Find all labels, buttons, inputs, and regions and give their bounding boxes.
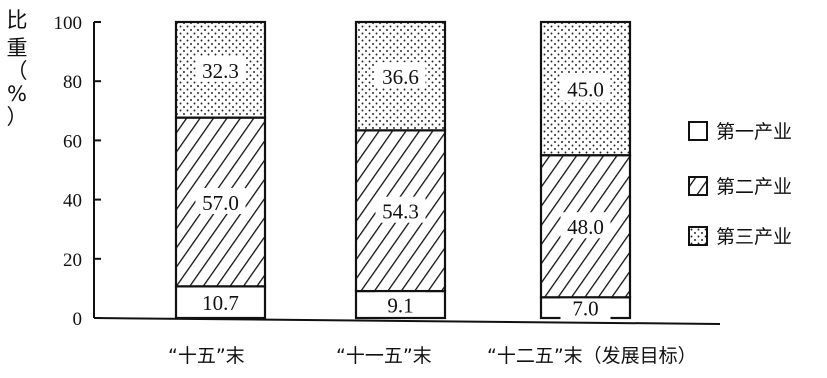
data-label-bg — [195, 55, 246, 82]
y-label-char: % — [7, 82, 27, 106]
x-category-label: “十二五”末（发展目标） — [487, 345, 697, 367]
data-label-bg — [375, 290, 426, 317]
data-label-bg — [560, 212, 611, 239]
data-label-bg — [195, 187, 246, 214]
legend-label: 第一产业 — [716, 121, 792, 143]
y-label-char: 重 — [7, 36, 28, 60]
y-tick-label: 40 — [63, 191, 82, 212]
legend-label: 第三产业 — [716, 226, 792, 248]
data-label-bg — [195, 288, 246, 315]
y-axis-label: 比重（%） — [7, 8, 28, 129]
data-label: 54.3 — [382, 200, 419, 224]
data-label-bg — [375, 196, 426, 223]
data-label-bg — [375, 62, 426, 89]
data-label: 32.3 — [202, 59, 239, 83]
x-category-label: “十五”末 — [168, 345, 245, 367]
x-axis-category-labels: “十五”末 “十一五”末 “十二五”末（发展目标） — [168, 345, 697, 367]
data-label: 10.7 — [202, 291, 239, 315]
y-label-char: ） — [7, 105, 28, 129]
legend-swatch — [688, 226, 708, 246]
data-label: 7.0 — [572, 297, 598, 321]
y-label-char: 比 — [7, 8, 28, 32]
x-category-label: “十一五”末 — [336, 345, 432, 367]
data-label: 48.0 — [567, 215, 604, 239]
data-label: 9.1 — [387, 294, 413, 318]
legend-swatch — [688, 121, 708, 141]
y-tick-label: 100 — [54, 13, 83, 34]
data-label: 45.0 — [567, 78, 604, 102]
y-axis: 0 20 40 60 80 100 — [54, 13, 721, 330]
data-label: 57.0 — [202, 191, 239, 215]
legend-label: 第二产业 — [716, 176, 792, 198]
y-label-char: （ — [7, 59, 28, 83]
y-tick-label: 80 — [63, 72, 82, 93]
legend-swatch — [688, 176, 708, 196]
bars: 10.7 57.0 32.3 9.1 54.3 36.6 7.0 48.0 45.0 — [174, 20, 632, 321]
y-tick-label: 60 — [63, 131, 82, 152]
data-label-bg — [560, 74, 611, 101]
y-tick-label: 20 — [63, 250, 82, 271]
data-label: 36.6 — [382, 65, 419, 89]
y-tick-label: 0 — [73, 309, 83, 330]
